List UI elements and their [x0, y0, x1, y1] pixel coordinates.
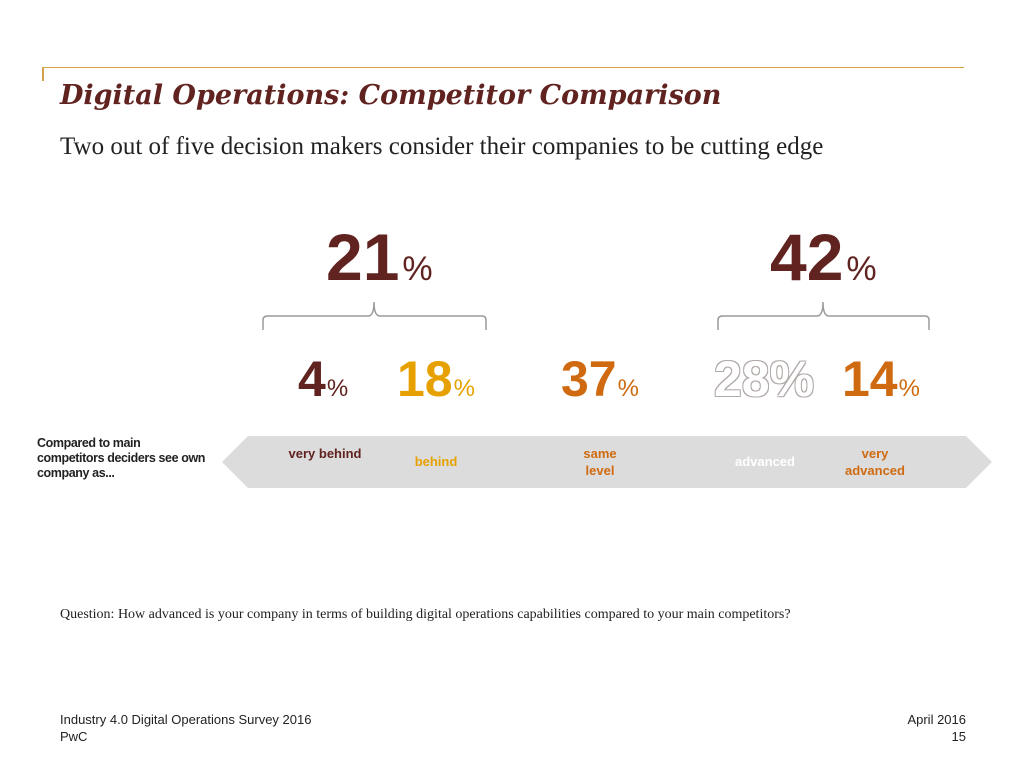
accent-rule-tick [42, 67, 44, 81]
footer-right: April 2016 15 [907, 711, 966, 745]
value-same-level: 37% [561, 350, 639, 408]
value-very-behind-number: 4 [298, 351, 326, 407]
value-very-behind: 4% [298, 350, 348, 408]
value-advanced: 28% [714, 350, 814, 408]
value-advanced-number: 28% [714, 351, 815, 407]
value-very-advanced-unit: % [898, 375, 920, 402]
scale-label-very-behind: very behind [288, 446, 362, 461]
value-behind: 18% [397, 350, 475, 408]
value-same-level-number: 37 [561, 351, 617, 407]
value-very-advanced-number: 14 [842, 351, 898, 407]
page-subtitle: Two out of five decision makers consider… [60, 133, 824, 160]
group-total-advanced-unit: % [846, 250, 877, 288]
page-title: Digital Operations: Competitor Compariso… [60, 80, 722, 111]
group-total-behind-value: 21 [326, 220, 400, 294]
survey-question: Question: How advanced is your company i… [60, 607, 791, 622]
accent-rule [42, 67, 964, 68]
scale-label-advanced: advanced [735, 454, 795, 469]
group-brace-behind [262, 301, 487, 330]
footer-company: PwC [60, 729, 88, 744]
scale-label-same-level: same level [583, 446, 617, 478]
value-behind-number: 18 [397, 351, 453, 407]
group-brace-advanced [717, 301, 930, 330]
value-very-behind-unit: % [326, 375, 349, 402]
scale-axis-title: Compared to main competitors deciders se… [37, 436, 206, 480]
group-total-behind-unit: % [402, 250, 433, 288]
footer-page-number: 15 [951, 729, 966, 744]
group-total-advanced: 42% [770, 219, 877, 295]
scale-label-very-advanced: very advanced [845, 446, 905, 478]
value-same-level-unit: % [617, 375, 639, 402]
scale-label-behind: behind [414, 454, 458, 469]
footer-left: Industry 4.0 Digital Operations Survey 2… [60, 711, 311, 745]
value-very-advanced: 14% [842, 350, 920, 408]
group-total-advanced-value: 42 [770, 220, 844, 294]
value-behind-unit: % [453, 375, 475, 402]
group-total-behind: 21% [326, 219, 433, 295]
footer-date: April 2016 [907, 712, 966, 727]
footer-survey-name: Industry 4.0 Digital Operations Survey 2… [60, 712, 312, 727]
